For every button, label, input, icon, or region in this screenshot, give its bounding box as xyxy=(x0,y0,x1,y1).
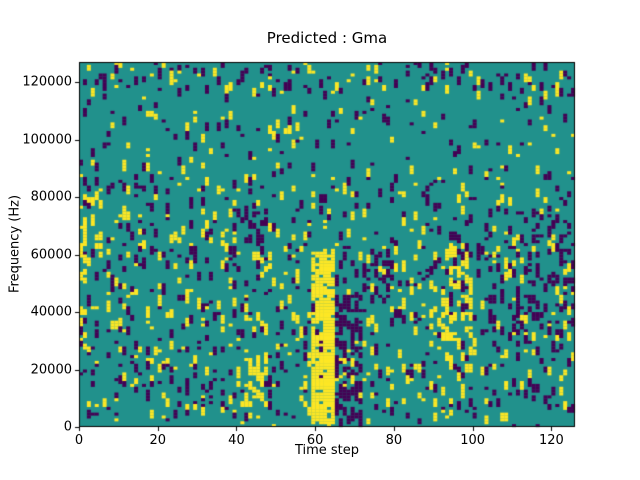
x-tick-label: 40 xyxy=(228,433,245,448)
x-tick-label: 120 xyxy=(538,433,564,448)
y-axis-label: Frequency (Hz) xyxy=(7,194,23,294)
x-tick-label: 20 xyxy=(149,433,166,448)
x-tick-label: 100 xyxy=(460,433,486,448)
x-tick-label: 60 xyxy=(306,433,324,448)
y-tick-label: 0 xyxy=(63,419,72,435)
y-tick-label: 80000 xyxy=(30,189,72,205)
x-tick-label: 80 xyxy=(385,433,403,448)
y-tick-label: 20000 xyxy=(30,362,72,378)
y-tick-label: 120000 xyxy=(22,74,72,90)
y-tick-label: 40000 xyxy=(30,304,72,320)
chart-title: Predicted : Gma xyxy=(266,29,388,47)
x-axis-label: Time step xyxy=(294,443,360,458)
x-tick-label: 0 xyxy=(74,433,84,448)
y-tick-label: 100000 xyxy=(22,132,72,148)
y-tick-label: 60000 xyxy=(30,247,72,263)
